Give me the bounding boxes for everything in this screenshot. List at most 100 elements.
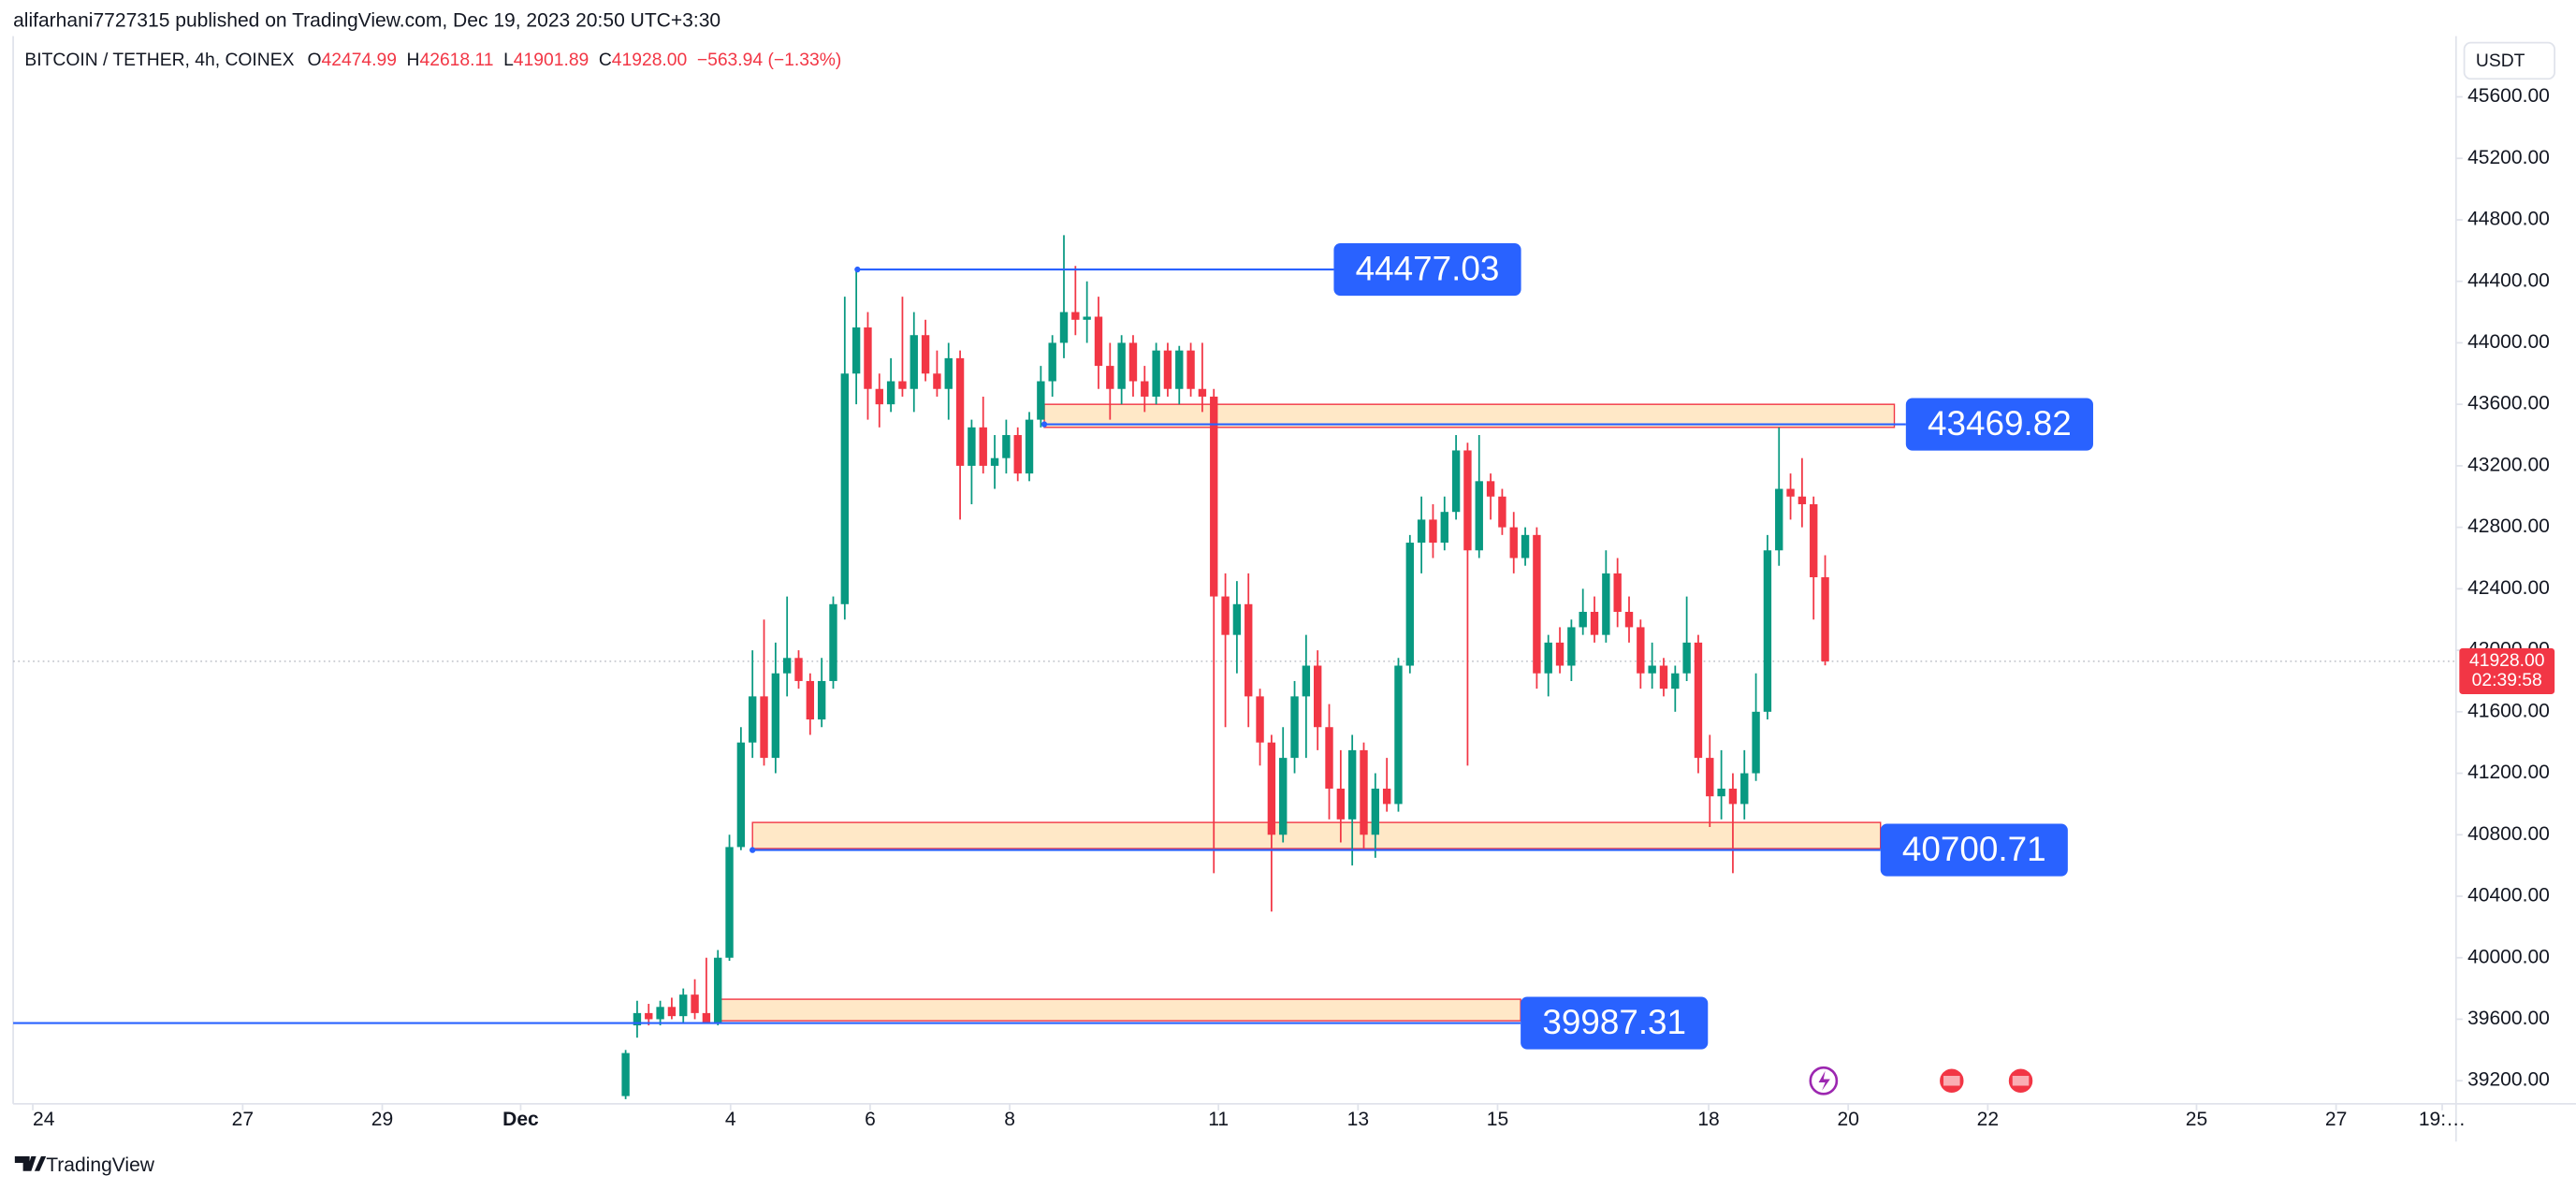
candle-body [1244,603,1253,697]
y-tick-label: 40800.00 [2467,823,2550,845]
candle-body [1797,496,1807,504]
candle-body [817,680,826,720]
x-tick-label: 11 [1208,1109,1229,1130]
x-tick-label: 22 [1977,1109,1999,1130]
x-tick-label: 19:… [2419,1109,2466,1130]
y-tick-label: 44000.00 [2467,331,2550,353]
y-tick-label: 44400.00 [2467,269,2550,291]
countdown-label: 02:39:58 [2472,671,2542,690]
candle-body [1752,711,1760,774]
candle-body [1279,758,1288,835]
candle-body [771,673,780,759]
brand: TradingView [14,1154,155,1176]
ohlc-key: H [407,51,420,70]
candle-body [1590,612,1599,635]
candle-body [1567,627,1576,666]
candle-body [794,658,803,681]
candle-body [1728,788,1738,805]
candle-body [1509,527,1518,559]
candle-body [1775,488,1783,551]
candle-body [1059,312,1069,343]
candle-body [1821,577,1829,661]
candle-body [1336,788,1346,820]
brand-logo [14,1156,47,1171]
currency-label[interactable]: USDT [2476,51,2525,71]
candle-body [1128,342,1138,382]
ohlc-value: 41901.89 [514,51,589,70]
candle-body [968,427,976,466]
candle-body [1694,642,1703,759]
candle-body [921,335,930,374]
candle-body [1290,696,1299,759]
ohlc-value: 42618.11 [419,51,493,70]
candle-body [898,381,907,389]
level-anchor [750,847,756,853]
candle-body [1602,573,1610,635]
candle-body [667,1007,677,1017]
candle-body [1786,488,1795,497]
candle-body [1025,419,1034,474]
x-tick-label: 13 [1347,1109,1369,1130]
change-value: −563.94 (−1.33%) [697,51,842,70]
candle-body [1221,596,1230,635]
candle-body [851,327,861,374]
level-anchor [854,266,861,273]
candle-body [1186,350,1195,389]
symbol-name: BITCOIN / TETHER, 4h, COINEX [24,51,294,70]
candle-body [645,1012,653,1020]
candle-body [1347,749,1357,820]
candle-body [691,994,699,1013]
x-tick-label: Dec [502,1109,539,1130]
level-label: 39987.31 [1542,1003,1686,1041]
candle-body [1706,758,1714,797]
zone [751,821,1882,849]
candle-body [1037,381,1045,420]
candle-body [1613,573,1622,613]
candle-body [806,680,815,720]
zone [717,998,1521,1022]
event-icon-glyph [2012,1075,2030,1086]
published-line: alifarhani7727315 published on TradingVi… [13,9,720,31]
x-tick-label: 6 [865,1109,876,1130]
candle-body [1740,773,1749,805]
currency-button[interactable] [2463,41,2556,80]
ohlc-value: 41928.00 [612,51,688,70]
candle-body [1417,519,1426,544]
level-label: 43469.82 [1928,404,2072,443]
candle-body [1152,350,1160,397]
candle-body [1371,788,1380,835]
y-tick-label: 40000.00 [2467,946,2550,967]
y-tick-label: 45600.00 [2467,85,2550,107]
y-tick-label: 41200.00 [2467,762,2550,783]
candle-body [1521,534,1530,559]
brand-name: TradingView [46,1154,155,1176]
y-tick-label: 39600.00 [2467,1008,2550,1029]
x-tick-label: 4 [725,1109,736,1130]
level-label: 40700.71 [1902,830,2046,868]
candle-body [1624,612,1634,628]
candle-body [1175,350,1184,389]
candle-body [633,1012,642,1026]
x-tick-label: 20 [1837,1109,1858,1130]
candle-body [714,957,722,1023]
candle-body [1533,534,1541,674]
x-tick-label: 24 [33,1109,55,1130]
candle-body [886,381,895,405]
candle-body [782,658,792,674]
candle-body [864,327,872,389]
level-label-box [1880,823,2068,877]
candle-body [1210,396,1218,597]
y-tick-label: 43600.00 [2467,393,2550,414]
candle-body [1232,603,1242,635]
candle-body [1198,388,1207,397]
candle-body [1440,512,1448,544]
candle-body [1475,481,1483,551]
candle-body [1094,316,1103,367]
candle-body [1048,342,1056,382]
y-tick-label: 41600.00 [2467,700,2550,721]
x-tick-label: 15 [1487,1109,1508,1130]
candle-body [1451,450,1461,513]
candle-body [933,373,941,389]
